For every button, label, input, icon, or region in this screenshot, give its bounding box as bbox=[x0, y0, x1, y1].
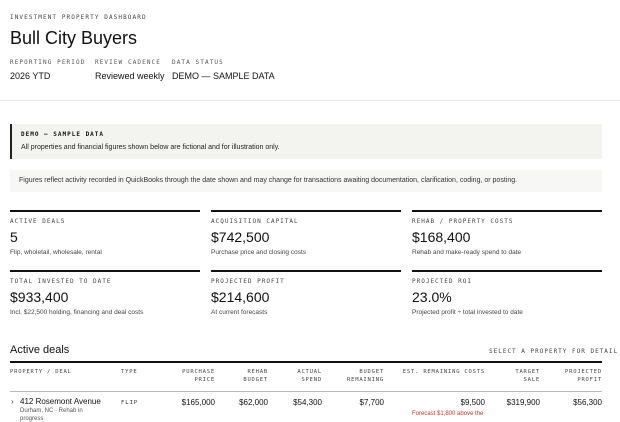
kpi-value: $168,400 bbox=[412, 229, 471, 245]
kpi-value: $742,500 bbox=[211, 229, 270, 245]
kpi-active-deals: ACTIVE DEALS 5 Flip, wholetail, wholesal… bbox=[10, 210, 200, 260]
kpi-subtext: Flip, wholetail, wholesale, rental bbox=[10, 249, 102, 256]
column-header-budget-remaining[interactable]: BUDGET REMAINING bbox=[346, 369, 384, 383]
rehab-budget-cell: $62,000 bbox=[239, 398, 268, 407]
kpi-label: PROJECTED PROFIT bbox=[211, 278, 285, 285]
demo-data-callout: DEMO — SAMPLE DATA All properties and fi… bbox=[10, 124, 602, 159]
column-header-actual-spend[interactable]: ACTUAL SPEND bbox=[297, 369, 322, 383]
column-header-est-remaining-costs[interactable]: EST. REMAINING COSTS bbox=[402, 369, 485, 375]
kpi-rehab-costs: REHAB / PROPERTY COSTS $168,400 Rehab an… bbox=[412, 210, 602, 260]
kpi-label: ACQUISITION CAPITAL bbox=[211, 218, 299, 225]
meta-reporting-period: REPORTING PERIOD 2026 YTD bbox=[10, 59, 85, 81]
deal-type: FLIP bbox=[121, 400, 139, 406]
kpi-label: ACTIVE DEALS bbox=[10, 218, 66, 225]
meta-label: DATA STATUS bbox=[172, 59, 224, 66]
kpi-subtext: At current forecasts bbox=[211, 309, 268, 316]
kpi-subtext: Rehab and make-ready spend to date bbox=[412, 249, 522, 256]
column-header-property[interactable]: PROPERTY / DEAL bbox=[10, 369, 72, 375]
kpi-label: PROJECTED ROI bbox=[412, 278, 472, 285]
deal-location: Durham, NC · Rehab in bbox=[20, 408, 83, 414]
actual-spend-cell: $54,300 bbox=[293, 398, 322, 407]
forecast-warning: Forecast $1,800 above the bbox=[412, 411, 484, 417]
kpi-projected-profit: PROJECTED PROFIT $214,600 At current for… bbox=[211, 270, 401, 320]
page-header: INVESTMENT PROPERTY DASHBOARD Bull City … bbox=[0, 0, 620, 101]
kpi-subtext: Incl. $22,500 holding, financing and dea… bbox=[10, 309, 144, 316]
budget-remaining-cell: $7,700 bbox=[359, 398, 384, 407]
column-header-purchase-price[interactable]: PURCHASE PRICE bbox=[182, 369, 215, 383]
column-header-type[interactable]: TYPE bbox=[121, 369, 138, 375]
chevron-right-icon[interactable]: › bbox=[11, 397, 14, 406]
kpi-label: REHAB / PROPERTY COSTS bbox=[412, 218, 514, 225]
callout-heading: DEMO — SAMPLE DATA bbox=[21, 131, 105, 138]
kpi-value: $214,600 bbox=[211, 289, 270, 305]
kpi-value: $933,400 bbox=[10, 289, 69, 305]
data-notice: Figures reflect activity recorded in Qui… bbox=[10, 170, 602, 192]
deal-location-cont: progress bbox=[20, 416, 44, 422]
deal-address[interactable]: 412 Rosemont Avenue bbox=[20, 397, 101, 406]
meta-value: 2026 YTD bbox=[10, 71, 51, 81]
dashboard-eyebrow: INVESTMENT PROPERTY DASHBOARD bbox=[10, 14, 147, 21]
deals-table: PROPERTY / DEAL TYPE PURCHASE PRICE REHAB… bbox=[10, 361, 602, 422]
kpi-subtext: Purchase price and closing costs bbox=[211, 249, 307, 256]
purchase-price-cell: $165,000 bbox=[181, 398, 215, 407]
header-divider bbox=[10, 391, 602, 392]
column-header-rehab-budget[interactable]: REHAB BUDGET bbox=[243, 369, 268, 383]
column-header-target-sale[interactable]: TARGET SALE bbox=[515, 369, 540, 383]
meta-review-cadence: REVIEW CADENCE Reviewed weekly bbox=[95, 59, 165, 81]
kpi-projected-roi: PROJECTED ROI 23.0% Projected profit ÷ t… bbox=[412, 270, 602, 320]
kpi-label: TOTAL INVESTED TO DATE bbox=[10, 278, 112, 285]
meta-label: REPORTING PERIOD bbox=[10, 59, 86, 66]
meta-value: Reviewed weekly bbox=[95, 71, 165, 81]
kpi-value: 5 bbox=[10, 229, 18, 245]
meta-value: DEMO — SAMPLE DATA bbox=[172, 71, 275, 81]
kpi-subtext: Projected profit ÷ total invested to dat… bbox=[412, 309, 523, 316]
kpi-total-invested: TOTAL INVESTED TO DATE $933,400 Incl. $2… bbox=[10, 270, 200, 320]
meta-label: REVIEW CADENCE bbox=[95, 59, 161, 66]
kpi-value: 23.0% bbox=[412, 289, 452, 305]
page-title: Bull City Buyers bbox=[10, 28, 138, 48]
callout-body: All properties and financial figures sho… bbox=[21, 144, 280, 151]
notice-text: Figures reflect activity recorded in Qui… bbox=[19, 177, 518, 184]
est-remaining-costs-cell: $9,500 bbox=[460, 398, 485, 407]
kpi-acquisition-capital: ACQUISITION CAPITAL $742,500 Purchase pr… bbox=[211, 210, 401, 260]
projected-profit-cell: $56,300 bbox=[573, 398, 602, 407]
target-sale-cell: $319,900 bbox=[506, 398, 540, 407]
column-header-projected-profit[interactable]: PROJECTED PROFIT bbox=[564, 369, 602, 383]
section-title-active-deals: Active deals bbox=[10, 344, 70, 356]
select-property-hint: SELECT A PROPERTY FOR DETAIL bbox=[489, 348, 619, 355]
meta-data-status: DATA STATUS DEMO — SAMPLE DATA bbox=[172, 59, 275, 81]
